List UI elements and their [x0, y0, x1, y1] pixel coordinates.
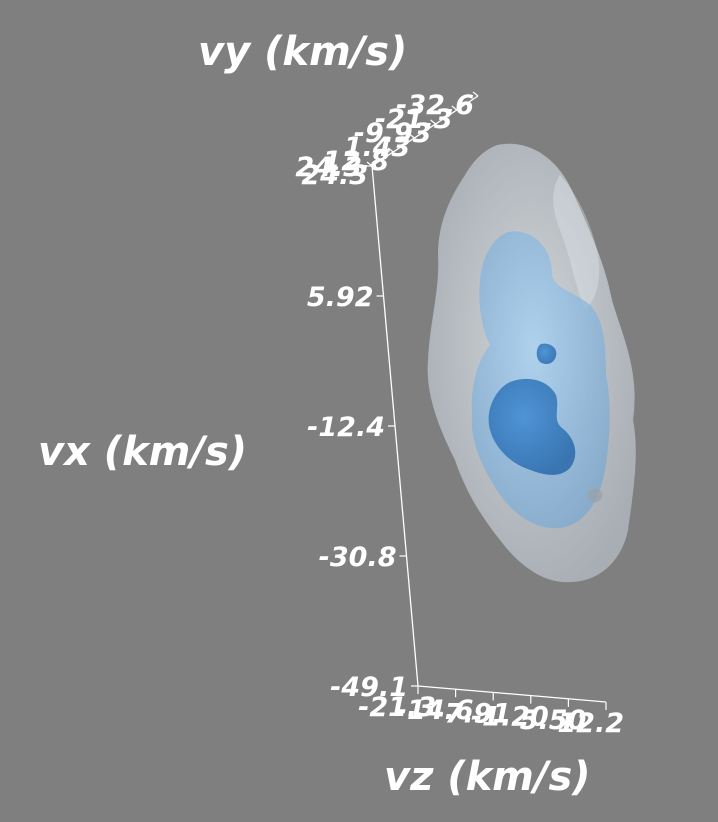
vy-axis-title: vy (km/s) — [198, 29, 407, 75]
vz-axis-line — [417, 685, 607, 703]
vx-tick-label: 5.92 — [307, 282, 374, 313]
vy-tick-label: -32.6 — [396, 90, 474, 121]
vx-axis-title: vx (km/s) — [38, 429, 247, 475]
vz-tick-label: 5.50 — [520, 705, 587, 736]
vz-tick-label: -7.91 — [433, 698, 511, 729]
vy-tick-mark — [387, 147, 394, 153]
vz-axis-title: vz (km/s) — [384, 754, 591, 800]
vy-tick-label: 12.8 — [323, 146, 390, 177]
vy-axis-line — [371, 95, 479, 167]
vx-tick-label: -12.4 — [307, 412, 385, 443]
vy-tick-label: -21.3 — [375, 104, 453, 135]
vz-tick-label: 12.2 — [557, 708, 624, 739]
vz-tick-label: -21.3 — [358, 692, 436, 723]
isosurface-outer-fold — [553, 175, 600, 310]
vx-tick-label: -30.8 — [319, 542, 397, 573]
vy-tick-label: -9.93 — [354, 118, 432, 149]
vy-ticks: 24.312.81.43-9.93-21.3-32.6 — [301, 90, 479, 191]
vy-tick-mark — [409, 133, 415, 139]
isosurface-inner-small — [536, 343, 557, 364]
vx-tick-label: -49.1 — [330, 672, 408, 703]
vx-tick-label: 24.3 — [295, 152, 362, 183]
isosurface-volume — [427, 143, 636, 583]
isosurface-inner — [488, 378, 576, 475]
vy-tick-mark — [451, 105, 458, 111]
vz-tick-label: -14.6 — [396, 695, 474, 726]
isosurface-hole — [587, 488, 603, 503]
vy-tick-mark — [430, 119, 436, 125]
vy-tick-label: 24.3 — [301, 160, 368, 191]
vy-tick-mark — [366, 161, 373, 167]
vz-tick-label: -1.20 — [471, 702, 549, 733]
vx-ticks: 24.3 5.92 -12.4 -30.8 -49.1 — [295, 152, 418, 703]
vy-tick-mark — [472, 91, 479, 97]
vy-tick-label: 1.43 — [344, 132, 411, 163]
